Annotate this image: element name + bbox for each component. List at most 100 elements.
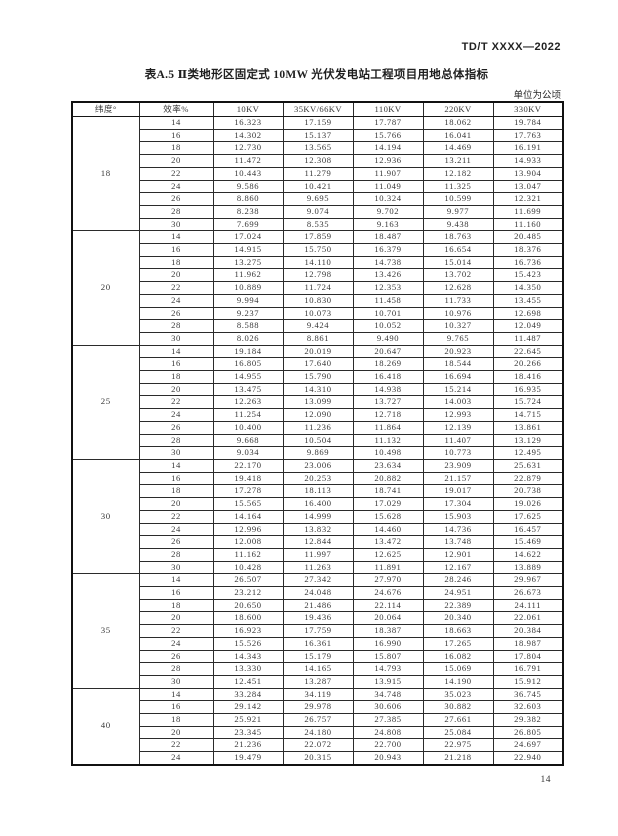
value-cell: 12.844 [282,535,354,549]
value-cell: 18.062 [422,116,494,130]
table-row: 18 25.921 26.757 27.385 27.661 29.382 [72,713,564,727]
value-cell: 14.622 [492,547,564,562]
value-cell: 21.236 [212,738,284,753]
value-cell: 10.443 [212,166,284,181]
value-cell: 16.791 [492,662,564,676]
value-cell: 17.625 [492,509,564,524]
value-cell: 10.498 [352,446,424,460]
value-cell: 14.738 [352,255,424,270]
value-cell: 29.382 [492,713,564,727]
unit-note: 单位为公顷 [513,91,561,101]
value-cell: 11.962 [212,268,284,283]
value-cell: 9.765 [422,331,494,346]
efficiency-cell: 20 [138,497,214,511]
efficiency-cell: 14 [138,687,214,702]
efficiency-cell: 24 [138,636,214,651]
value-cell: 22.879 [492,471,564,486]
value-cell: 25.084 [422,725,494,740]
latitude-cell: 25 [71,344,140,460]
value-cell: 18.376 [492,243,564,257]
value-cell: 9.438 [422,217,494,232]
value-cell: 11.487 [492,331,564,346]
value-cell: 16.082 [422,649,494,664]
value-cell: 11.160 [492,217,564,232]
value-cell: 15.469 [492,535,564,549]
value-cell: 15.069 [422,662,494,676]
value-cell: 10.421 [282,179,354,194]
value-cell: 17.029 [352,497,424,511]
table-row: 16 16.805 17.640 18.269 18.544 20.266 [72,357,564,372]
value-cell: 28.246 [422,573,494,588]
value-cell: 29.978 [282,700,354,715]
value-cell: 9.163 [352,217,424,232]
value-cell: 12.167 [422,560,494,575]
value-cell: 14.310 [282,382,354,397]
value-cell: 13.330 [212,662,284,676]
table-row: 20 14 17.024 17.859 18.487 18.763 20.485 [71,230,564,346]
value-cell: 26.805 [492,725,564,740]
table-row: 20 11.472 12.308 12.936 13.211 14.933 [72,154,564,168]
value-cell: 10.701 [352,306,424,321]
value-cell: 12.996 [212,522,284,537]
page-number: 14 [540,775,551,785]
table-row: 16 19.418 20.253 20.882 21.157 22.879 [72,471,564,486]
value-cell: 17.265 [422,636,494,651]
value-cell: 11.132 [352,433,424,448]
value-cell: 12.008 [212,535,284,549]
efficiency-cell: 26 [138,420,214,435]
value-cell: 16.418 [352,370,424,384]
value-cell: 12.901 [422,547,494,562]
latitude-cell: 35 [71,573,140,689]
column-header-330kv: 330KV [492,101,564,117]
value-cell: 12.263 [212,395,284,410]
value-cell: 19.184 [212,344,284,359]
value-cell: 10.073 [282,306,354,321]
value-cell: 26.507 [212,573,284,588]
value-cell: 12.090 [282,408,354,422]
table-row: 22 21.236 22.072 22.700 22.975 24.697 [72,738,564,753]
table-row: 16 23.212 24.048 24.676 24.951 26.673 [72,586,564,600]
value-cell: 12.698 [492,306,564,321]
column-header-110kv: 110KV [352,101,424,117]
table-row: 18 12.730 13.565 14.194 14.469 16.191 [72,141,564,156]
table-row: 26 10.400 11.236 11.864 12.139 13.861 [72,420,564,435]
value-cell: 29.142 [212,700,284,715]
value-cell: 16.935 [492,382,564,397]
column-header-efficiency: 效率% [138,101,214,117]
table-row: 18 14.955 15.790 16.418 16.694 18.416 [72,370,564,384]
value-cell: 22.170 [212,458,284,473]
table-row: 26 12.008 12.844 13.472 13.748 15.469 [72,535,564,549]
value-cell: 11.907 [352,166,424,181]
table-row: 26 14.343 15.179 15.807 16.082 17.804 [72,649,564,664]
value-cell: 14.343 [212,649,284,664]
value-cell: 13.904 [492,166,564,181]
value-cell: 20.943 [352,751,424,766]
value-cell: 10.504 [282,433,354,448]
efficiency-cell: 18 [138,255,214,270]
value-cell: 11.864 [352,420,424,435]
efficiency-cell: 26 [138,306,214,321]
value-cell: 22.940 [492,751,564,766]
value-cell: 8.535 [282,217,354,232]
value-cell: 13.099 [282,395,354,410]
value-cell: 27.970 [352,573,424,588]
value-cell: 14.469 [422,141,494,156]
value-cell: 13.565 [282,141,354,156]
table-row: 28 8.238 9.074 9.702 9.977 11.699 [72,204,564,219]
value-cell: 14.793 [352,662,424,676]
value-cell: 14.194 [352,141,424,156]
value-cell: 20.384 [492,624,564,638]
table-row: 28 8.588 9.424 10.052 10.327 12.049 [72,319,564,333]
value-cell: 22.061 [492,611,564,626]
column-header-latitude: 纬度° [71,101,140,117]
value-cell: 19.784 [492,116,564,130]
value-cell: 22.072 [282,738,354,753]
value-cell: 14.164 [212,509,284,524]
value-cell: 14.938 [352,382,424,397]
efficiency-cell: 28 [138,319,214,333]
value-cell: 9.034 [212,446,284,460]
value-cell: 20.064 [352,611,424,626]
efficiency-cell: 24 [138,408,214,422]
table-row: 24 12.996 13.832 14.460 14.736 16.457 [72,522,564,537]
